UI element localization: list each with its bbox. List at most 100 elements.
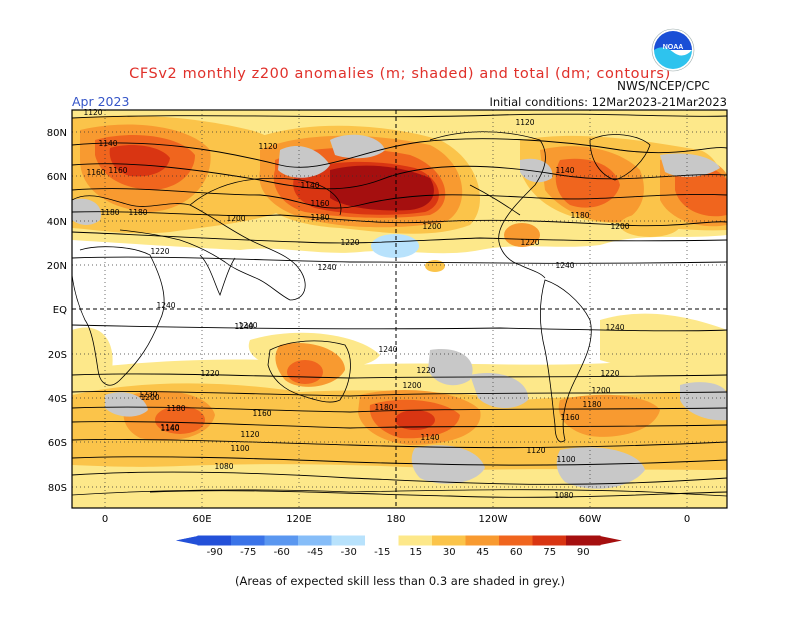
contour-label: 1080	[554, 491, 573, 500]
agency-label: NWS/NCEP/CPC	[617, 79, 710, 93]
contour-label: 1200	[140, 393, 159, 402]
map-frame	[71, 109, 728, 509]
latitude-labels: 80N 60N 40N 20N EQ 20S 40S 60S 80S	[47, 128, 67, 494]
contour-label: 1120	[83, 108, 102, 117]
colorbar-swatch	[398, 535, 433, 546]
contour-label: 1160	[310, 199, 329, 208]
colorbar-label: 45	[476, 547, 489, 558]
logo-text: NOAA	[663, 44, 684, 51]
colorbar-swatch	[197, 535, 232, 546]
contour-label: 1240	[378, 345, 397, 354]
contour-label: 1180	[166, 404, 185, 413]
contour-label: 1220	[340, 238, 359, 247]
contour-label: 1200	[610, 222, 629, 231]
longitude-labels: 0 60E 120E 180 120W 60W 0	[102, 514, 690, 525]
colorbar-label: 90	[577, 547, 590, 558]
contour-label: 1200	[591, 386, 610, 395]
contour-label: 1200	[226, 214, 245, 223]
contour-label: 1160	[108, 166, 127, 175]
lat-label: 80S	[48, 483, 67, 494]
colorbar-label: -15	[374, 547, 390, 558]
contour-label: 1120	[526, 446, 545, 455]
colorbar-label: -45	[307, 547, 323, 558]
contour-label: 1140	[98, 139, 117, 148]
colorbar-label: -90	[207, 547, 223, 558]
contour-label: 1220	[200, 369, 219, 378]
contour-label: 1120	[515, 118, 534, 127]
colorbar-swatch	[566, 535, 601, 546]
colorbar-label: -30	[341, 547, 357, 558]
equator-dateline	[72, 110, 727, 508]
colorbar-label: -75	[240, 547, 256, 558]
contour-label: 1140	[555, 166, 574, 175]
colorbar-swatch	[499, 535, 534, 546]
colorbar-label: 75	[543, 547, 556, 558]
contour-label: 1240	[555, 261, 574, 270]
lon-label: 0	[102, 514, 108, 525]
noaa-logo: NOAA	[651, 28, 695, 72]
contour-label: 1240	[605, 323, 624, 332]
contour-label: 1220	[150, 247, 169, 256]
contour-label: 1220	[520, 238, 539, 247]
lon-label: 60E	[192, 514, 211, 525]
contour-label: 1240	[156, 301, 175, 310]
lon-label: 120E	[286, 514, 311, 525]
colorbar-swatch	[432, 535, 467, 546]
contour-labels: 1120114011601180112011401160118012001220…	[83, 108, 629, 500]
contour-lines	[72, 113, 727, 498]
lat-label: 20S	[48, 350, 67, 361]
lon-label: 180	[386, 514, 405, 525]
lat-label: 40S	[48, 394, 67, 405]
contour-label: 1100	[230, 444, 249, 453]
forecast-month: Apr 2023	[72, 94, 130, 109]
contour-label: 1240	[234, 322, 253, 331]
contour-label: 1240	[317, 263, 336, 272]
lat-label: 20N	[47, 261, 67, 272]
colorbar-label: 15	[409, 547, 422, 558]
contour-label: 1140	[160, 423, 179, 432]
contour-label: 1230	[138, 390, 157, 399]
contour-label: 1140	[420, 433, 439, 442]
lat-label: 40N	[47, 217, 67, 228]
contour-label: 1120	[258, 142, 277, 151]
colorbar-swatch	[298, 535, 333, 546]
contour-label: 1200	[402, 381, 421, 390]
lat-label: 60S	[48, 438, 67, 449]
contour-label: 1180	[310, 213, 329, 222]
contour-label: 1140	[160, 424, 179, 433]
colorbar-swatch	[331, 535, 366, 546]
contour-label: 1240	[238, 321, 257, 330]
colorbar-arrow-left	[176, 536, 198, 545]
skill-footnote: (Areas of expected skill less than 0.3 a…	[235, 574, 565, 588]
contour-label: 1160	[252, 409, 271, 418]
lon-label: 120W	[479, 514, 508, 525]
chart-title: CFSv2 monthly z200 anomalies (m; shaded)…	[129, 66, 671, 82]
colorbar-swatch	[264, 535, 299, 546]
lon-label: 0	[684, 514, 690, 525]
colorbar-swatch	[532, 535, 567, 546]
colorbar-arrow-right	[600, 536, 622, 545]
contour-label: 1120	[240, 430, 259, 439]
colorbar-label: -60	[274, 547, 290, 558]
colorbar-swatch	[231, 535, 266, 546]
contour-label: 1200	[422, 222, 441, 231]
colorbar-swatch	[365, 535, 400, 546]
contour-label: 1080	[214, 462, 233, 471]
contour-label: 1180	[582, 400, 601, 409]
contour-label: 1160	[560, 413, 579, 422]
colorbar-swatch	[465, 535, 500, 546]
lat-label: EQ	[53, 305, 67, 316]
contour-label: 1180	[100, 208, 119, 217]
contour-label: 1180	[570, 211, 589, 220]
colorbar-label: 30	[443, 547, 456, 558]
contour-label: 1220	[600, 369, 619, 378]
contour-label: 1160	[86, 168, 105, 177]
initial-conditions: Initial conditions: 12Mar2023-21Mar2023	[489, 95, 727, 109]
contour-label: 1180	[128, 208, 147, 217]
contour-label: 1180	[374, 403, 393, 412]
lat-label: 80N	[47, 128, 67, 139]
colorbar-label: 60	[510, 547, 523, 558]
contour-label: 1220	[416, 366, 435, 375]
